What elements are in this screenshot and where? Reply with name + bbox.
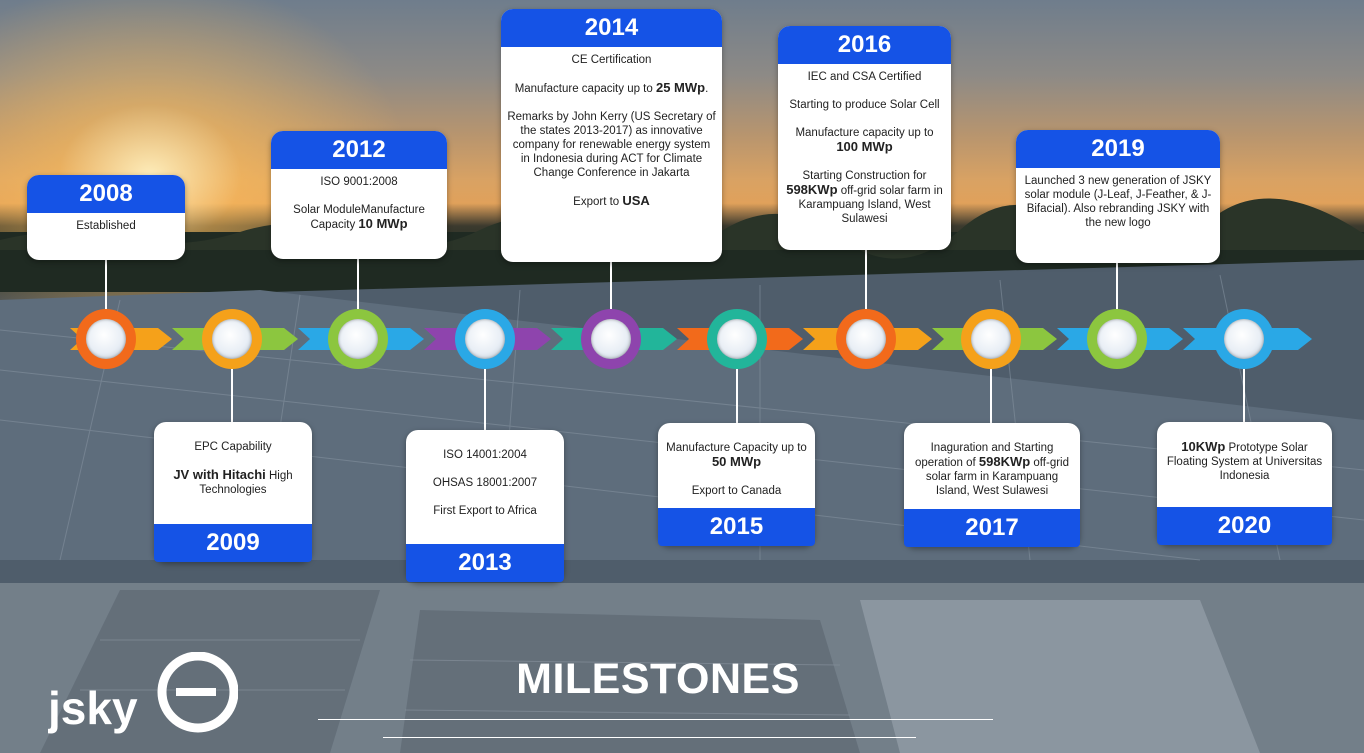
milestone-connector <box>484 369 486 430</box>
milestone-year: 2012 <box>271 131 447 169</box>
milestone-card-2020: 10KWp Prototype Solar Floating System at… <box>1157 422 1332 545</box>
milestone-card-2012: 2012 ISO 9001:2008 Solar ModuleManufacture… <box>271 131 447 259</box>
milestone-node-2017 <box>961 309 1021 369</box>
milestone-text: Inaguration and Starting operation of 59… <box>914 442 1069 497</box>
milestone-text: ISO 9001:2008 <box>320 176 398 188</box>
milestone-node-2020 <box>1214 309 1274 369</box>
milestone-node-2013 <box>455 309 515 369</box>
milestone-text: First Export to Africa <box>433 505 537 517</box>
node-center-icon <box>212 319 252 359</box>
milestone-description: 10KWp Prototype Solar Floating System at… <box>1157 422 1332 489</box>
milestone-node-2016 <box>836 309 896 369</box>
milestone-description: Established <box>27 213 185 239</box>
node-center-icon <box>1097 319 1137 359</box>
milestone-node-2015 <box>707 309 767 369</box>
milestone-text: Established <box>76 220 136 232</box>
milestone-text: IEC and CSA Certified <box>807 71 922 83</box>
milestone-year: 2008 <box>27 175 185 213</box>
milestone-text: Starting Construction for 598KWp off-gri… <box>786 170 943 225</box>
milestone-connector <box>357 259 359 309</box>
milestone-year: 2017 <box>904 509 1080 547</box>
milestone-card-2009: EPC Capability JV with Hitachi High Techn… <box>154 422 312 562</box>
milestone-description: CE Certification Manufacture capacity up … <box>501 47 722 215</box>
milestone-connector <box>736 369 738 423</box>
milestone-text: Manufacture capacity up to 25 MWp. <box>514 80 709 96</box>
milestone-connector <box>865 250 867 309</box>
milestone-card-2016: 2016 IEC and CSA Certified Starting to pro… <box>778 26 951 250</box>
milestone-description: ISO 14001:2004 OHSAS 18001:2007 First Expo… <box>406 430 564 524</box>
milestone-description: Manufacture Capacity up to 50 MWp Export … <box>658 423 815 504</box>
milestone-node-2009 <box>202 309 262 369</box>
milestone-description: EPC Capability JV with Hitachi High Techn… <box>154 422 312 503</box>
milestone-text: Remarks by John Kerry (US Secretary of t… <box>507 111 716 179</box>
milestone-text: Solar ModuleManufacture Capacity 10 MWp <box>293 204 425 231</box>
node-center-icon <box>591 319 631 359</box>
milestone-text: Starting to produce Solar Cell <box>789 99 940 111</box>
milestone-text: Export to USA <box>573 193 650 209</box>
jsky-logo: jsky <box>48 652 238 734</box>
milestone-description: IEC and CSA Certified Starting to produce… <box>778 64 951 232</box>
milestone-description: Inaguration and Starting operation of 59… <box>904 423 1080 504</box>
milestone-connector <box>105 260 107 309</box>
milestone-text: JV with Hitachi High Technologies <box>173 467 293 497</box>
milestone-year: 2014 <box>501 9 722 47</box>
milestone-node-2008 <box>76 309 136 369</box>
milestone-text: EPC Capability <box>194 441 272 453</box>
milestone-text: Export to Canada <box>691 485 782 497</box>
milestone-year: 2019 <box>1016 130 1220 168</box>
milestone-node-2014 <box>581 309 641 369</box>
milestone-card-2014: 2014 CE Certification Manufacture capacity… <box>501 9 722 262</box>
milestone-node-2012 <box>328 309 388 369</box>
node-center-icon <box>717 319 757 359</box>
milestone-year: 2015 <box>658 508 815 546</box>
slide-title: MILESTONES <box>516 655 800 703</box>
milestone-text: Manufacture Capacity up to 50 MWp <box>666 442 807 469</box>
milestone-connector <box>231 369 233 422</box>
milestone-description: Launched 3 new generation of JSKY solar … <box>1016 168 1220 236</box>
milestone-year: 2009 <box>154 524 312 562</box>
milestone-node-2019 <box>1087 309 1147 369</box>
milestone-card-2017: Inaguration and Starting operation of 59… <box>904 423 1080 547</box>
milestone-year: 2020 <box>1157 507 1332 545</box>
node-center-icon <box>338 319 378 359</box>
milestone-card-2015: Manufacture Capacity up to 50 MWp Export … <box>658 423 815 546</box>
milestone-year: 2016 <box>778 26 951 64</box>
milestone-text: 10KWp Prototype Solar Floating System at… <box>1166 439 1323 483</box>
milestone-year: 2013 <box>406 544 564 582</box>
node-center-icon <box>86 319 126 359</box>
milestone-text: Manufacture capacity up to 100 MWp <box>795 127 934 154</box>
milestone-text: Launched 3 new generation of JSKY solar … <box>1024 175 1212 229</box>
milestone-connector <box>990 369 992 423</box>
node-center-icon <box>971 319 1011 359</box>
logo-wordmark: jsky <box>48 682 138 734</box>
milestone-card-2008: 2008 Established <box>27 175 185 260</box>
milestone-description: ISO 9001:2008 Solar ModuleManufacture Cap… <box>271 169 447 238</box>
milestone-text: CE Certification <box>571 54 652 66</box>
title-underline-bottom <box>383 737 916 738</box>
milestone-text: ISO 14001:2004 <box>443 449 527 461</box>
milestone-connector <box>1243 369 1245 422</box>
milestone-connector <box>610 262 612 309</box>
node-center-icon <box>846 319 886 359</box>
node-center-icon <box>1224 319 1264 359</box>
milestone-text: OHSAS 18001:2007 <box>432 477 538 489</box>
milestone-card-2019: 2019 Launched 3 new generation of JSKY so… <box>1016 130 1220 263</box>
milestone-connector <box>1116 263 1118 309</box>
title-underline-top <box>318 719 993 720</box>
node-center-icon <box>465 319 505 359</box>
milestone-card-2013: ISO 14001:2004 OHSAS 18001:2007 First Expo… <box>406 430 564 582</box>
